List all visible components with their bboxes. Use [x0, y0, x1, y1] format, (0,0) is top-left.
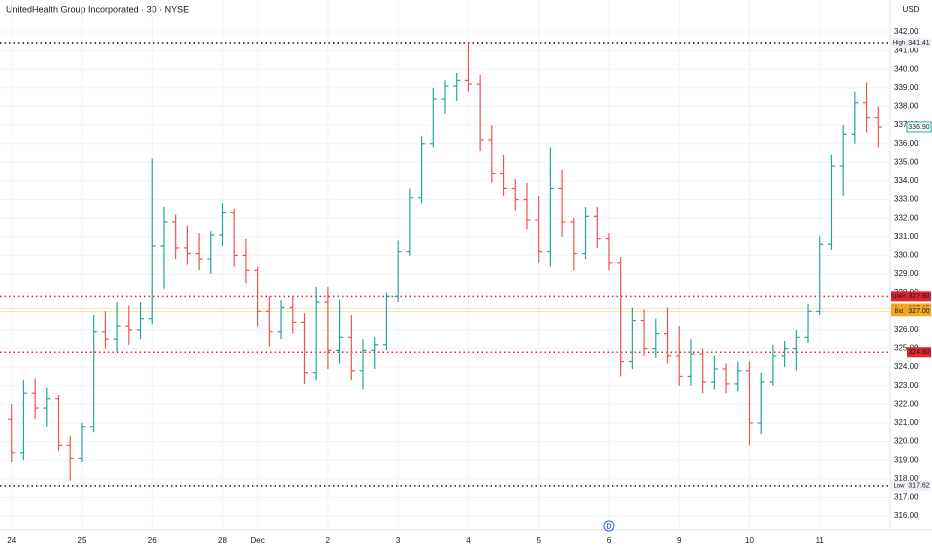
x-tick-label: 25: [78, 536, 87, 545]
price-label-name: Low: [893, 483, 905, 489]
x-tick-label: 11: [816, 536, 825, 545]
y-tick-label: 323.00: [894, 381, 919, 390]
y-tick-label: 341.00: [894, 46, 919, 55]
x-tick-label: 5: [536, 536, 541, 545]
y-tick-label: 329.00: [894, 269, 919, 278]
y-tick-label: 340.00: [894, 64, 919, 73]
y-tick-label: 324.00: [894, 362, 919, 371]
y-tick-label: 339.00: [894, 83, 919, 92]
y-tick-label: 331.00: [894, 232, 919, 241]
y-tick-label: 334.00: [894, 176, 919, 185]
x-tick-label: 3: [396, 536, 401, 545]
x-tick-label: 6: [607, 536, 612, 545]
y-tick-label: 319.00: [894, 455, 919, 464]
price-label-box: [891, 480, 907, 491]
price-label-box: [891, 38, 907, 49]
x-tick-label: 24: [7, 536, 16, 545]
x-tick-label: 10: [745, 536, 754, 545]
price-label-name: Bid: [895, 309, 904, 315]
price-label-name: UMH: [892, 294, 906, 300]
y-tick-label: 338.00: [894, 102, 919, 111]
currency[interactable]: USD: [903, 5, 920, 14]
y-tick-label: 342.00: [894, 27, 919, 36]
price-value-box: [907, 480, 931, 491]
x-tick-label: 2: [326, 536, 331, 545]
price-value-label: 327.80: [908, 293, 930, 300]
price-value-box: [907, 347, 931, 358]
y-tick-label: 316.00: [894, 511, 919, 520]
y-tick-label: 321.00: [894, 418, 919, 427]
x-tick-label: 26: [148, 536, 157, 545]
y-tick-label: 325.00: [894, 344, 919, 353]
y-tick-label: 320.00: [894, 437, 919, 446]
chart-title: UnitedHealth Group Incorporated · 30 · N…: [6, 4, 189, 14]
last-price-label: 336.90: [908, 124, 930, 131]
price-value-label: 324.80: [908, 349, 930, 356]
price-value-label: 341.41: [908, 40, 930, 47]
y-tick-label: 322.00: [894, 399, 919, 408]
dividend-marker-label[interactable]: D: [606, 523, 611, 530]
price-value-box: [907, 291, 931, 302]
y-tick-label: 336.00: [894, 139, 919, 148]
y-tick-label: 333.00: [894, 195, 919, 204]
last-price-box: [906, 121, 932, 133]
price-label-box: [891, 291, 907, 302]
y-tick-label: 332.00: [894, 213, 919, 222]
y-tick-label: 317.00: [894, 493, 919, 502]
x-tick-label: 9: [677, 536, 682, 545]
price-value-box: [907, 38, 931, 49]
price-value-label: 317.62: [908, 483, 930, 490]
y-tick-label: 318.00: [894, 474, 919, 483]
price-label-name: High: [893, 41, 905, 47]
x-tick-label: 4: [466, 536, 471, 545]
dividend-marker: [603, 520, 615, 532]
price-label-box: [891, 306, 907, 317]
y-tick-label: 330.00: [894, 251, 919, 260]
y-tick-label: 335.00: [894, 157, 919, 166]
x-tick-label: Dec: [251, 536, 265, 545]
y-tick-label: 326.00: [894, 325, 919, 334]
price-value-box: [907, 306, 931, 317]
price-value-label: 327.00: [908, 308, 930, 315]
x-tick-label: 28: [218, 536, 227, 545]
